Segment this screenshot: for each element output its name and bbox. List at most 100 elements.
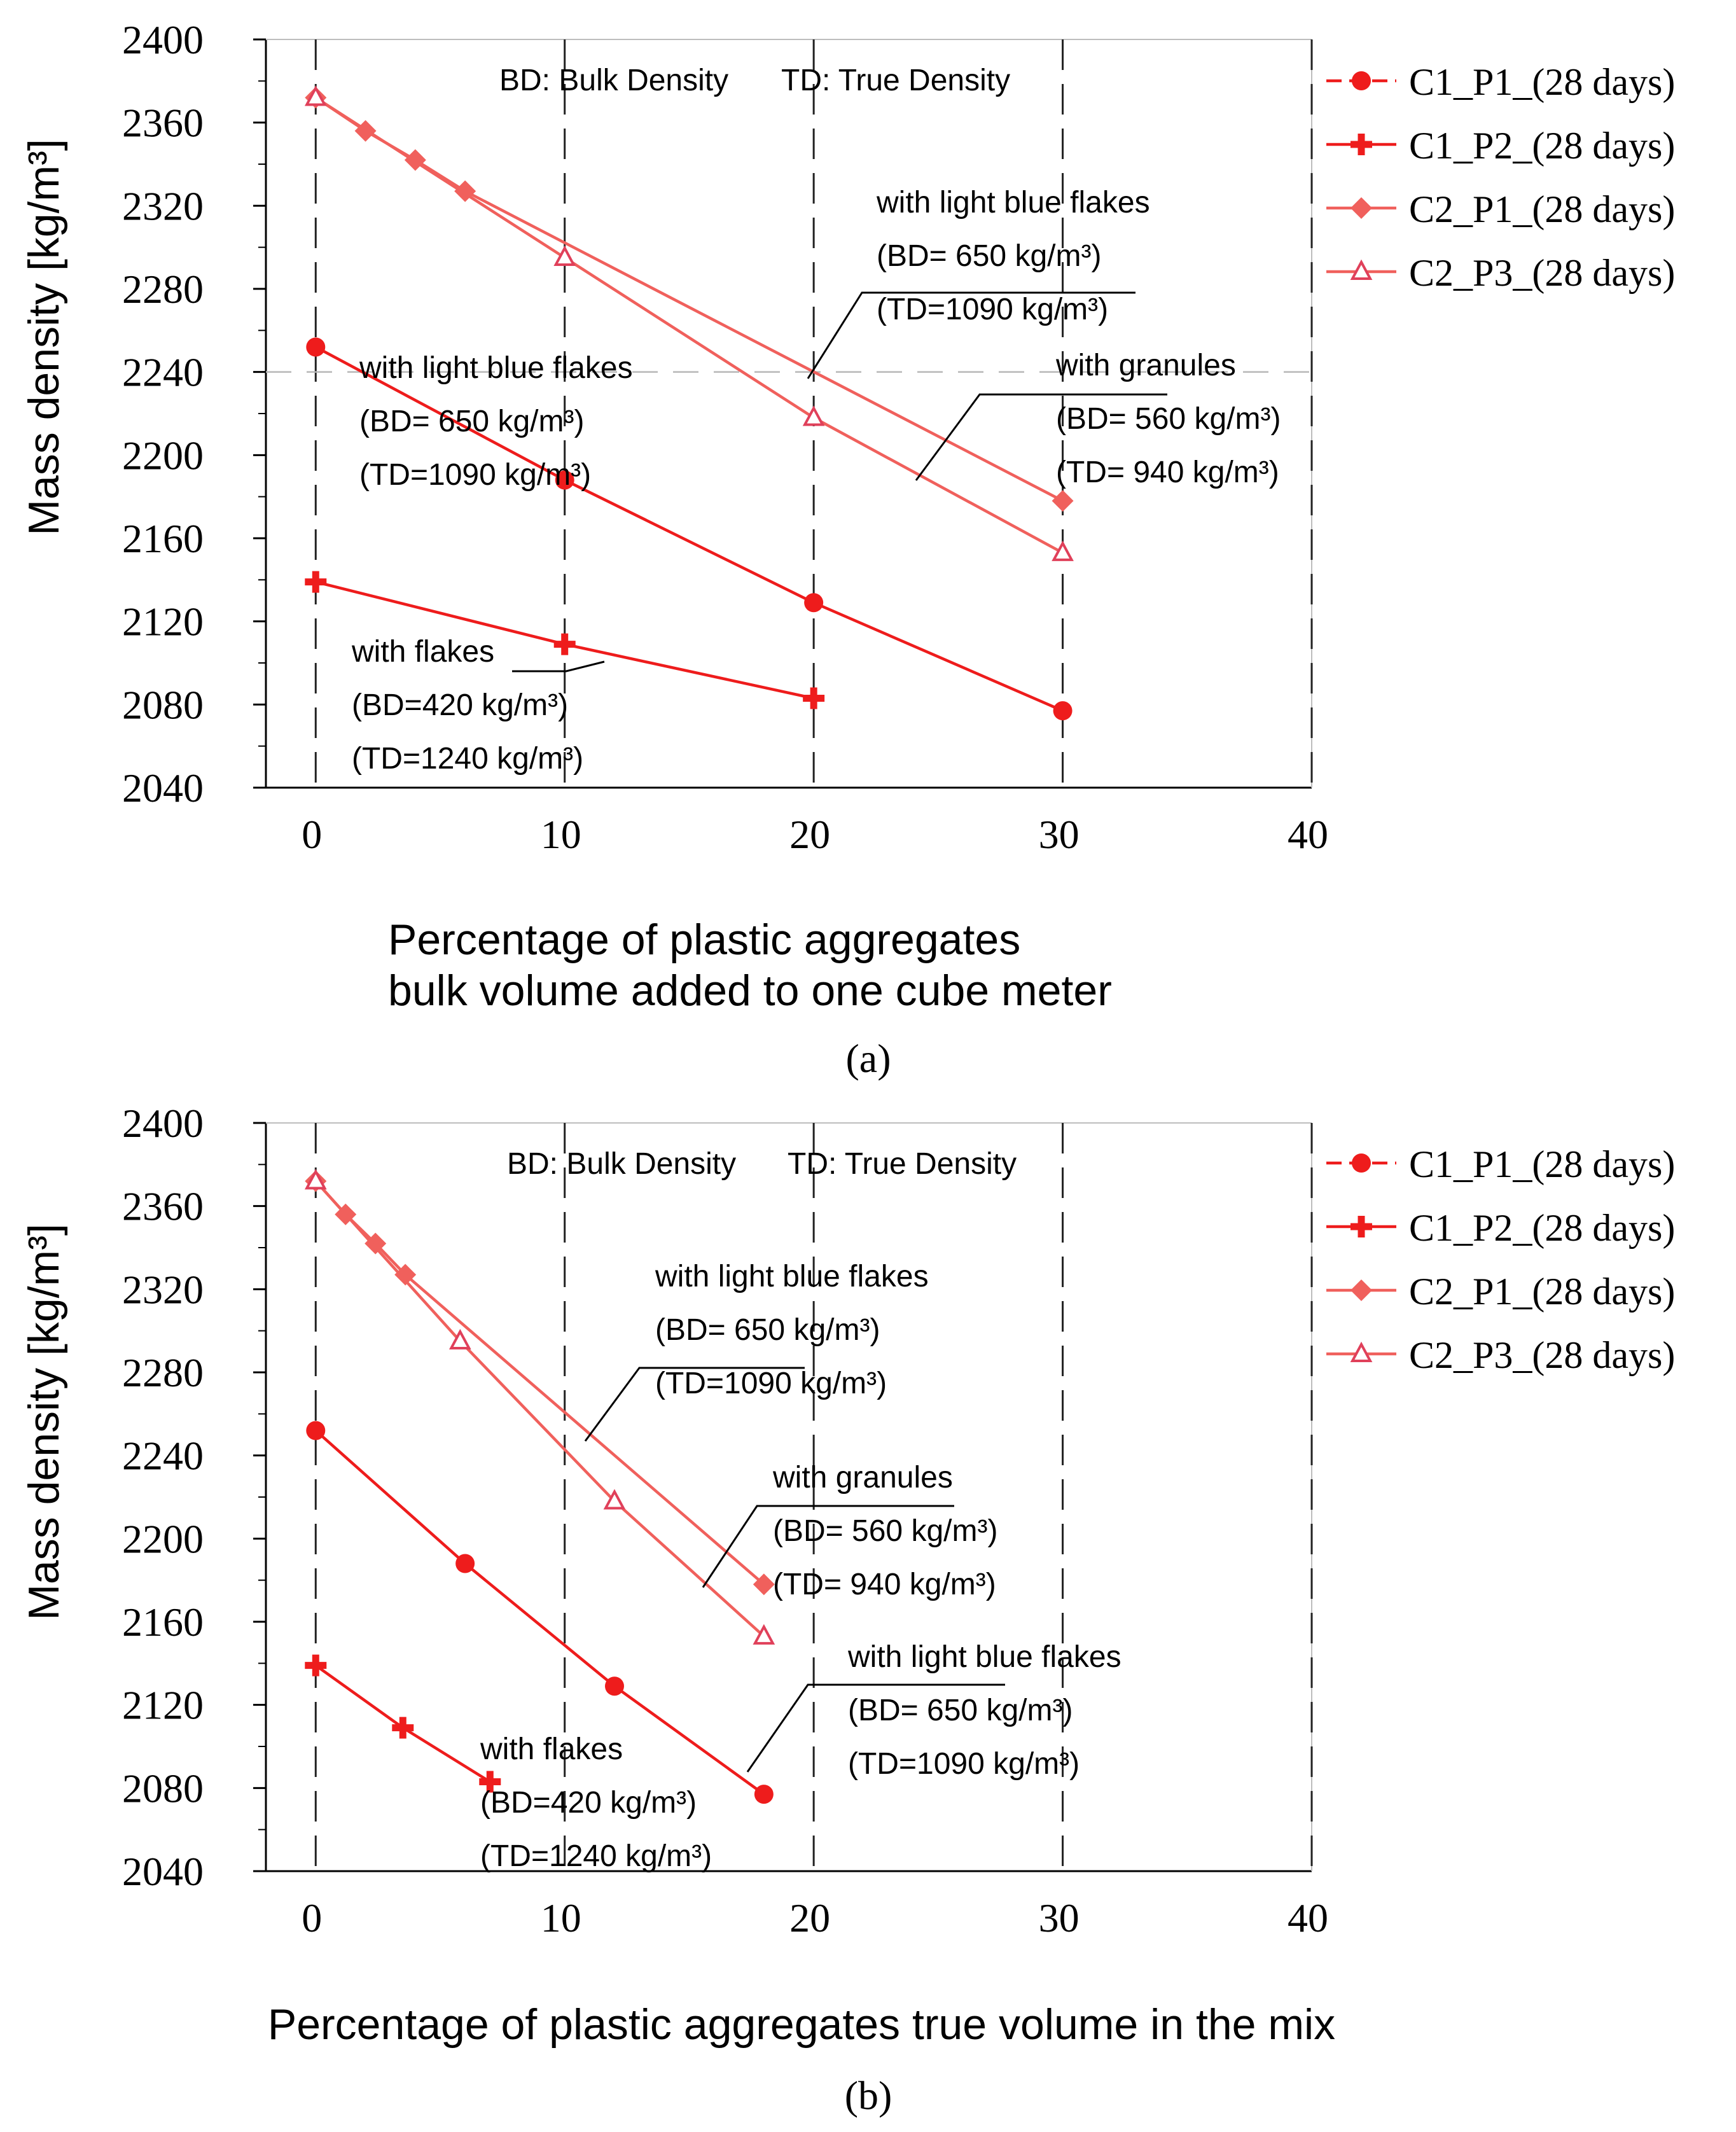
data-point — [306, 1421, 326, 1440]
legend-label: C1_P1_(28 days) — [1409, 61, 1675, 103]
series-c2-p3-28-days- — [304, 1169, 775, 1645]
annotation-text: with light blue flakes — [876, 186, 1150, 219]
annotation-leader-line — [702, 1505, 954, 1588]
y-tick-label: 2280 — [122, 1350, 204, 1395]
data-point — [802, 405, 825, 426]
annotation-text: (BD=420 kg/m³) — [352, 688, 568, 722]
annotation-text: TD: True Density — [788, 1147, 1017, 1181]
data-point — [553, 633, 576, 655]
data-point — [305, 1654, 327, 1676]
annotation-text: with granules — [772, 1461, 953, 1494]
data-point — [306, 337, 326, 357]
y-tick-label: 2080 — [122, 682, 204, 727]
annotation-text: (BD= 650 kg/m³) — [655, 1313, 880, 1347]
data-point — [448, 1328, 471, 1349]
legend: C1_P1_(28 days) C1_P2_(28 days) C2_P1_(28 … — [1326, 61, 1675, 294]
annotation-1: BD: Bulk Density TD: True Density — [507, 1147, 1017, 1181]
y-tick-label: 2240 — [122, 350, 204, 395]
x-tick-label: 40 — [1288, 812, 1328, 857]
annotation-text: BD: Bulk Density — [499, 64, 728, 97]
annotation-text: with light blue flakes — [655, 1260, 929, 1293]
series-c2-p3-28-days- — [304, 85, 1074, 561]
legend-label: C2_P1_(28 days) — [1409, 188, 1675, 230]
x-axis-title: bulk volume added to one cube meter — [388, 966, 1112, 1015]
y-tick-label: 2400 — [122, 17, 204, 62]
y-tick-label: 2160 — [122, 1599, 204, 1645]
legend-entry: C2_P3_(28 days) — [1326, 252, 1675, 294]
annotation-text: (BD= 650 kg/m³) — [359, 405, 584, 438]
x-tick-label: 20 — [789, 1895, 830, 1940]
annotation-text: (BD= 560 kg/m³) — [1056, 402, 1281, 436]
annotation-text: with light blue flakes — [847, 1640, 1121, 1674]
series-line — [314, 1180, 765, 1638]
y-tick-label: 2320 — [122, 183, 204, 228]
annotation-text: with flakes — [480, 1732, 623, 1766]
annotation-text: (BD= 560 kg/m³) — [773, 1514, 997, 1548]
annotation-text: (BD= 650 kg/m³) — [877, 239, 1101, 273]
data-point — [365, 1232, 387, 1255]
annotation-text: (TD=1240 kg/m³) — [480, 1839, 712, 1873]
annotation-1: BD: Bulk Density TD: True Density — [499, 64, 1010, 97]
data-point — [1053, 701, 1073, 721]
series-line — [315, 96, 1064, 554]
annotation-2: with light blue flakes (BD= 650 kg/m³) (TD… — [655, 1260, 929, 1400]
chart-panel-a: 2040208021202160220022402280232023602400… — [20, 17, 1675, 1081]
legend-marker — [1350, 1341, 1373, 1362]
chart-panel-b: 2040208021202160220022402280232023602400… — [20, 1101, 1675, 2118]
x-tick-label: 10 — [541, 1895, 581, 1940]
annotation-text: (TD=1090 kg/m³) — [848, 1747, 1080, 1781]
annotation-text: (TD= 940 kg/m³) — [773, 1568, 996, 1601]
x-tick-label: 30 — [1039, 1895, 1080, 1940]
y-tick-label: 2120 — [122, 1683, 204, 1728]
annotation-text: (BD=420 kg/m³) — [480, 1786, 697, 1820]
y-tick-label: 2360 — [122, 101, 204, 146]
legend: C1_P1_(28 days) C1_P2_(28 days) C2_P1_(28 … — [1326, 1143, 1675, 1376]
x-tick-label: 0 — [302, 1895, 322, 1940]
legend-entry: C1_P2_(28 days) — [1326, 125, 1675, 167]
legend-entry: C2_P3_(28 days) — [1326, 1334, 1675, 1376]
legend-marker — [1351, 197, 1372, 219]
annotation-text: with light blue flakes — [359, 351, 633, 385]
legend-label: C1_P2_(28 days) — [1409, 125, 1675, 167]
data-point — [753, 1624, 775, 1645]
y-tick-label: 2240 — [122, 1433, 204, 1479]
annotation-2: with light blue flakes (BD= 650 kg/m³) (TD… — [876, 186, 1150, 326]
annotation-text: with flakes — [351, 635, 494, 669]
legend-marker — [1351, 1216, 1372, 1237]
data-point — [305, 571, 327, 593]
annotation-3: with granules (BD= 560 kg/m³) (TD= 940 kg/… — [772, 1461, 997, 1601]
x-tick-label: 30 — [1039, 812, 1080, 857]
x-tick-label: 20 — [789, 812, 830, 857]
data-point — [804, 593, 824, 613]
data-point — [605, 1676, 624, 1696]
annotation-text: BD: Bulk Density — [507, 1147, 736, 1181]
y-tick-label: 2040 — [122, 1849, 204, 1894]
series-line — [314, 1429, 765, 1795]
legend-marker — [1351, 1279, 1372, 1301]
annotation-leader-line — [746, 1683, 1005, 1773]
data-point — [479, 1771, 501, 1793]
data-point — [555, 470, 574, 490]
x-tick-label: 40 — [1288, 1895, 1328, 1940]
annotation-text: (TD=1090 kg/m³) — [655, 1367, 887, 1400]
annotation-leader-line — [512, 660, 605, 672]
annotation-leader-line — [915, 393, 1167, 481]
annotation-text: (TD=1090 kg/m³) — [877, 293, 1108, 326]
x-axis-title: Percentage of plastic aggregates true vo… — [268, 2000, 1335, 2049]
y-tick-label: 2160 — [122, 516, 204, 561]
data-point — [392, 1717, 414, 1739]
x-tick-label: 10 — [541, 812, 581, 857]
legend-marker — [1350, 259, 1373, 280]
data-point — [1052, 540, 1074, 561]
y-tick-label: 2320 — [122, 1267, 204, 1312]
legend-label: C1_P2_(28 days) — [1409, 1207, 1675, 1249]
annotation-4: with light blue flakes (BD= 650 kg/m³) (TD… — [847, 1640, 1121, 1781]
data-point — [1052, 490, 1074, 512]
series-c1-p1-28-days- — [306, 337, 1073, 721]
data-point — [603, 1489, 626, 1510]
y-axis-title: Mass density [kg/m³] — [20, 139, 68, 536]
y-tick-label: 2400 — [122, 1101, 204, 1146]
annotation-text: with granules — [1055, 349, 1236, 382]
legend-marker — [1351, 134, 1372, 155]
